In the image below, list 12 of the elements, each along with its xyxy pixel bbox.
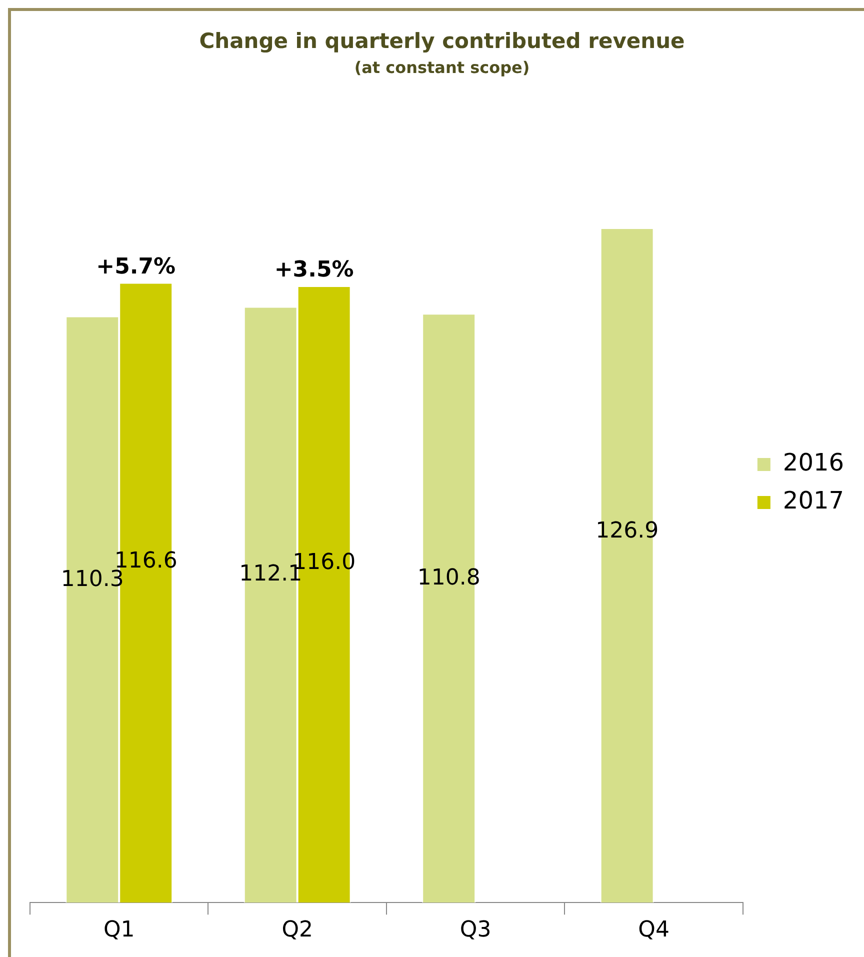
chart-title: Change in quarterly contributed revenue	[199, 29, 685, 54]
x-tick-label: Q2	[282, 918, 314, 943]
annotation: +5.7%	[96, 254, 176, 280]
chart-subtitle: (at constant scope)	[354, 58, 530, 77]
data-label: 110.8	[417, 565, 480, 590]
x-tick-label: Q4	[638, 918, 670, 943]
data-label: 126.9	[596, 518, 659, 544]
legend-label: 2017	[782, 486, 844, 515]
legend-label: 2016	[782, 448, 844, 477]
x-tick-label: Q1	[103, 918, 135, 943]
annotation: +3.5%	[274, 258, 354, 283]
x-tick-label: Q3	[460, 918, 492, 943]
